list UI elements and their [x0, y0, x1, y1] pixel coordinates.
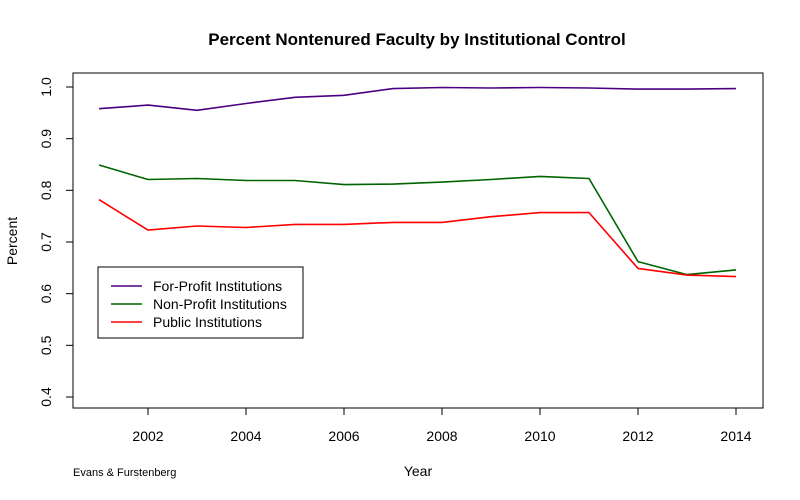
y-axis-label: Percent: [4, 217, 20, 265]
x-tick-label: 2002: [132, 428, 163, 444]
y-tick-label: 0.8: [38, 180, 54, 200]
y-tick-label: 1.0: [38, 77, 54, 97]
series-line-for-profit-institutions: [98, 86, 737, 112]
source-annotation: Evans & Furstenberg: [73, 467, 176, 479]
y-tick-label: 0.5: [38, 335, 54, 355]
y-axis: 0.4 0.5 0.6 0.7 0.8 0.9 1.0: [38, 77, 73, 407]
series-group: [98, 86, 737, 278]
x-tick-label: 2012: [622, 428, 653, 444]
x-axis-label: Year: [404, 463, 433, 479]
legend-label: For-Profit Institutions: [153, 278, 282, 294]
x-tick-label: 2006: [328, 428, 359, 444]
x-axis: 2002 2004 2006 2008 2010 2012 2014: [132, 408, 752, 444]
legend-label: Public Institutions: [153, 314, 262, 330]
y-tick-label: 0.9: [38, 129, 54, 149]
x-tick-label: 2008: [426, 428, 457, 444]
x-tick-label: 2004: [230, 428, 261, 444]
plot-frame: [72, 72, 764, 409]
y-tick-label: 0.6: [38, 284, 54, 304]
chart-title: Percent Nontenured Faculty by Institutio…: [208, 30, 625, 49]
y-tick-label: 0.7: [38, 232, 54, 252]
legend-box: [97, 266, 304, 339]
x-tick-label: 2010: [524, 428, 555, 444]
series-line-public-institutions: [98, 198, 737, 278]
y-tick-label: 0.4: [38, 387, 54, 407]
legend-label: Non-Profit Institutions: [153, 296, 287, 312]
legend: For-Profit Institutions Non-Profit Instit…: [97, 266, 304, 339]
x-tick-label: 2014: [720, 428, 751, 444]
series-line-non-profit-institutions: [98, 164, 737, 276]
